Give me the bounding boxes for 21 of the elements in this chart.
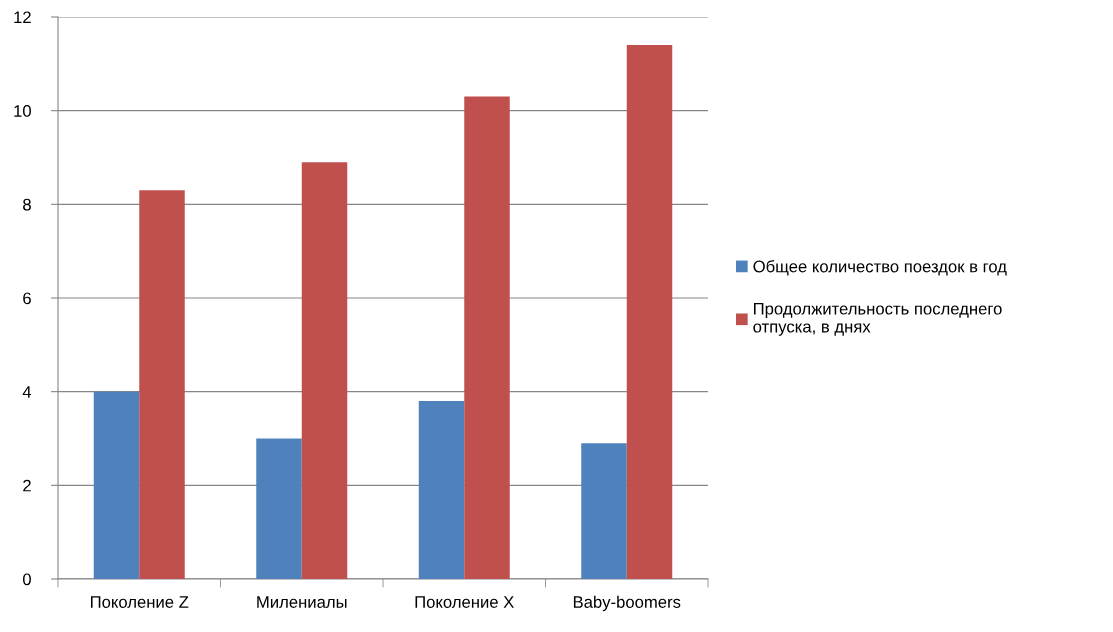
x-tick-label: Поколение Z [90,596,189,608]
bar [418,401,465,579]
x-tick-label: Baby-boomers [573,595,681,612]
bar [464,96,510,579]
bar [581,443,627,579]
y-tick-label: 8 [23,198,31,211]
y-tick-label: 12 [14,11,31,24]
bar [301,162,348,579]
y-tick-label: 6 [23,292,31,305]
y-tick-label: 4 [22,386,32,398]
y-tick-label: 2 [23,479,31,492]
bar [256,438,302,579]
bar [139,190,185,579]
legend-label: Общее количество поездок в год [753,260,1007,276]
legend-label: Продолжительность последнего отпуска, в днях [753,302,1002,336]
y-tick-label: 0 [22,573,31,586]
x-tick-label: Поколение X [415,596,514,608]
x-tick-label: Милениалы [257,596,347,608]
bar [93,391,140,579]
y-tick-label: 10 [14,105,31,117]
bar [626,45,673,579]
